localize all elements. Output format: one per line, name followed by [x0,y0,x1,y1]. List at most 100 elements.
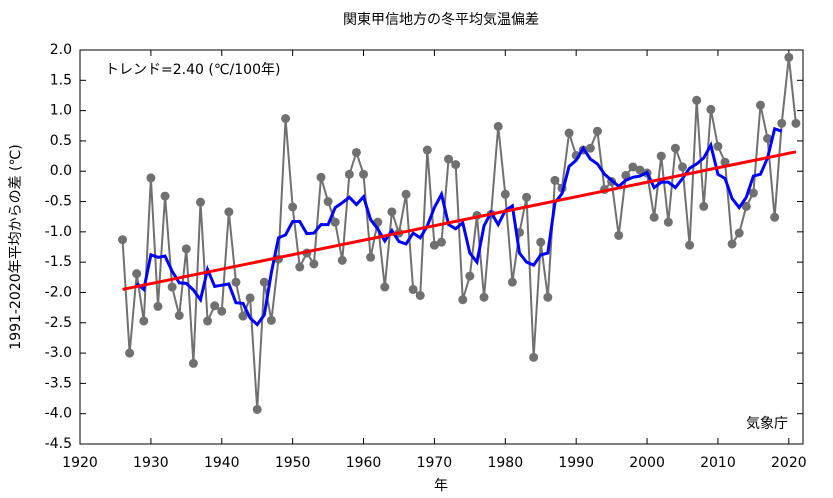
data-point [118,235,128,245]
y-tick-label: 0.0 [50,163,72,179]
data-point [451,160,461,170]
data-point [437,237,446,247]
y-axis-label: 1991-2020年平均からの差 (℃) [8,144,24,349]
data-point [692,95,702,105]
data-point [755,100,765,110]
data-point [359,169,369,179]
data-point [628,162,638,172]
data-point [337,255,347,265]
data-point [543,292,553,302]
data-point [656,151,666,161]
y-tick-label: -4.5 [45,436,72,452]
data-point [429,240,439,250]
data-point [153,301,163,311]
x-tick-label: 1930 [133,455,169,471]
y-tick-label: 2.0 [50,42,72,58]
x-tick-label: 1920 [62,455,98,471]
data-point [663,217,673,227]
data-point [614,230,624,240]
data-point [309,259,319,269]
data-point [741,201,751,211]
data-point [734,228,744,238]
data-point [415,290,425,300]
data-point [791,118,801,128]
y-tick-label: -4.0 [45,406,72,422]
data-point [550,175,560,185]
data-point [281,113,291,123]
data-point [259,277,269,287]
data-point [160,191,170,201]
data-point [238,311,248,321]
data-point [188,358,198,368]
data-point [748,188,758,198]
data-point [621,170,631,180]
data-point [174,310,184,320]
data-point [784,52,794,62]
data-point [592,126,602,136]
data-point [713,141,723,151]
data-point [288,202,298,212]
data-point [649,212,659,222]
plot-frame [79,49,804,445]
y-tick-label: -3.0 [45,345,72,361]
data-point [465,271,475,281]
data-point [295,262,305,272]
data-point [245,293,255,303]
data-point [387,207,397,217]
data-point [635,165,645,175]
data-point [727,239,737,249]
data-point [146,173,156,183]
data-point [522,192,532,202]
y-tick-label: 0.5 [50,133,72,149]
data-point [231,277,241,287]
y-tick-label: -1.0 [45,224,72,240]
y-tick-label: -0.5 [45,194,72,210]
annotation: トレンド=2.40 (℃/100年) [105,62,280,78]
x-tick-label: 1950 [275,455,311,471]
x-tick-label: 1990 [558,455,594,471]
data-point [763,133,773,143]
data-point [529,352,539,362]
x-tick-label: 2010 [700,455,736,471]
data-point [252,404,262,414]
data-point [224,207,234,217]
x-axis-label: 年 [434,478,448,494]
data-point [507,277,517,287]
series-line [121,57,797,410]
data-point [316,172,326,182]
data-point [266,315,276,325]
x-tick-label: 1960 [346,455,382,471]
data-point [217,306,227,316]
data-point [422,145,432,155]
data-point [678,162,687,172]
data-point [344,169,354,179]
data-point [366,252,376,262]
data-point [132,269,142,279]
data-point [670,143,680,153]
data-point [536,237,546,247]
data-point [479,292,489,302]
data-point [196,197,205,207]
data-point [777,118,787,128]
data-point [770,212,780,222]
data-point [139,316,149,326]
x-tick-label: 1980 [487,455,523,471]
data-point [330,217,340,227]
data-point [167,282,177,292]
data-point [351,147,361,157]
x-tick-label: 2020 [771,455,807,471]
series-line [135,126,783,327]
data-point [706,104,716,114]
data-point [699,201,709,211]
data-point [500,189,510,199]
y-tick-label: -3.5 [45,375,72,391]
y-tick-label: 1.0 [50,103,72,119]
data-point [401,189,411,199]
data-point [210,301,220,311]
data-point [125,348,135,358]
x-tick-label: 1970 [417,455,453,471]
data-point [458,295,468,305]
data-point [585,143,595,153]
